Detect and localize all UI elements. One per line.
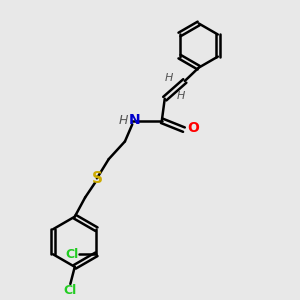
Text: O: O	[187, 121, 199, 135]
Text: Cl: Cl	[66, 248, 79, 261]
Text: S: S	[92, 171, 102, 186]
Text: H: H	[119, 114, 128, 127]
Text: H: H	[177, 91, 185, 101]
Text: Cl: Cl	[64, 284, 77, 297]
Text: N: N	[129, 113, 140, 128]
Text: H: H	[164, 73, 173, 83]
